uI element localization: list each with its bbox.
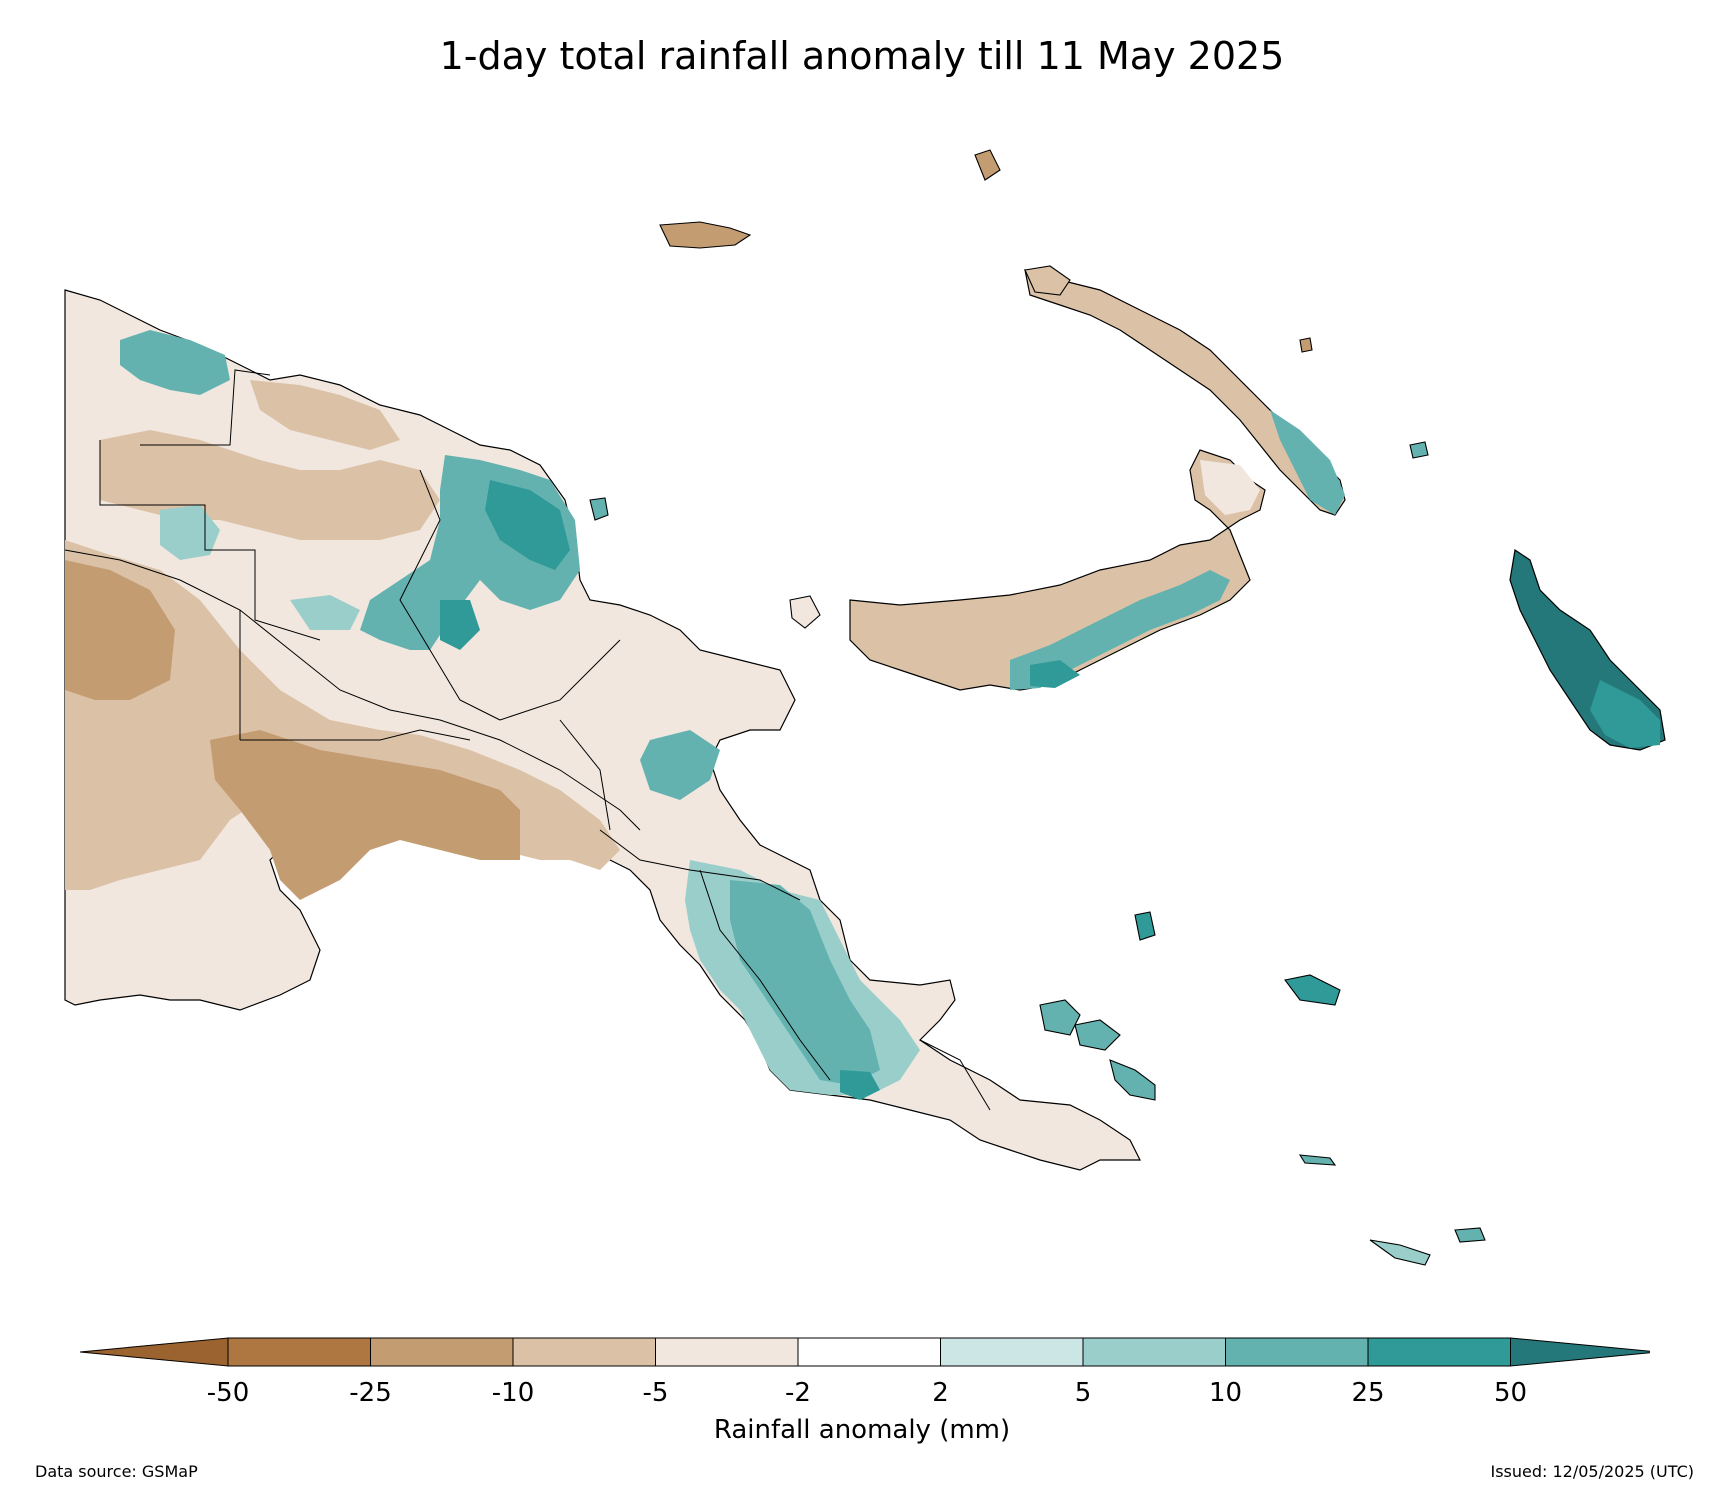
north-wet-core (440, 480, 570, 650)
woodlark-island (1284, 974, 1341, 1006)
mainland-png (64, 289, 1141, 1171)
goodenough-island (1074, 1019, 1121, 1051)
colorbar-segment (1082, 1337, 1226, 1367)
misima-island (1298, 1154, 1337, 1166)
colorbar-tick-label: 5 (1074, 1378, 1092, 1408)
trobriand-island (1134, 911, 1156, 941)
colorbar-segment (227, 1337, 371, 1367)
colorbar-segment (1225, 1337, 1369, 1367)
colorbar-tick-label: 25 (1351, 1378, 1385, 1408)
colorbar-segments (80, 1337, 1650, 1367)
new-britain-wet (1010, 570, 1230, 690)
bougainville-south (1590, 680, 1660, 748)
issued-date: Issued: 12/05/2025 (UTC) (1490, 1462, 1694, 1481)
karkar-island (589, 497, 609, 521)
north-wet-zone-1 (120, 330, 230, 395)
colorbar-tick-label: 10 (1208, 1378, 1243, 1408)
fergusson-island (1039, 999, 1081, 1036)
feni-island (1409, 441, 1429, 459)
rossel-island (1454, 1227, 1486, 1243)
new-britain-wet-core (1030, 660, 1080, 688)
mussau-island (974, 149, 1001, 181)
new-britain-moist (1200, 460, 1260, 515)
colorbar-tick-label: -2 (785, 1378, 811, 1408)
colorbar-tick-label: -10 (491, 1378, 535, 1408)
sudest-island (1369, 1239, 1431, 1266)
colorbar-extend-high (1510, 1337, 1650, 1367)
islands (589, 149, 1486, 1266)
province-boundaries (64, 369, 991, 1111)
colorbar-segment (797, 1337, 941, 1367)
normanby-island (1109, 1059, 1156, 1101)
colorbar-segment (655, 1337, 799, 1367)
colorbar-tick-label: 2 (932, 1378, 949, 1408)
umboi-island (789, 595, 821, 629)
new-hanover-island (1024, 265, 1071, 296)
data-source: Data source: GSMaP (35, 1462, 198, 1481)
northwest-dry-zone (100, 380, 440, 540)
colorbar-tick-label: -5 (642, 1378, 669, 1408)
colorbar-segment (1367, 1337, 1511, 1367)
bougainville (1509, 548, 1666, 751)
colorbar-segment (512, 1337, 656, 1367)
new-ireland (1024, 269, 1346, 516)
tabar-island (1299, 337, 1313, 353)
new-britain (849, 449, 1266, 691)
new-ireland-wet (1270, 410, 1345, 515)
map-title: 1-day total rainfall anomaly till 11 May… (439, 34, 1285, 78)
new-ireland-base (1024, 269, 1346, 516)
colorbar-extend-low (80, 1337, 229, 1367)
manus-island (659, 221, 752, 249)
rainfall-anomaly-map (64, 149, 1666, 1266)
new-britain-base (849, 449, 1266, 691)
southeast-wet-peak (840, 1070, 880, 1100)
southeast-wet-core (730, 880, 880, 1085)
colorbar-tick-label: 50 (1493, 1378, 1528, 1408)
colorbar-tick-label: -50 (206, 1378, 250, 1408)
morobe-wet-zone (640, 730, 720, 800)
inland-wet-patch (160, 505, 360, 630)
colorbar-segment (370, 1337, 514, 1367)
west-very-dry-zone (65, 560, 520, 900)
colorbar-segment (940, 1337, 1084, 1367)
colorbar (80, 1337, 1650, 1367)
colorbar-tick-label: -25 (349, 1378, 392, 1408)
colorbar-label: Rainfall anomaly (mm) (713, 1415, 1011, 1445)
